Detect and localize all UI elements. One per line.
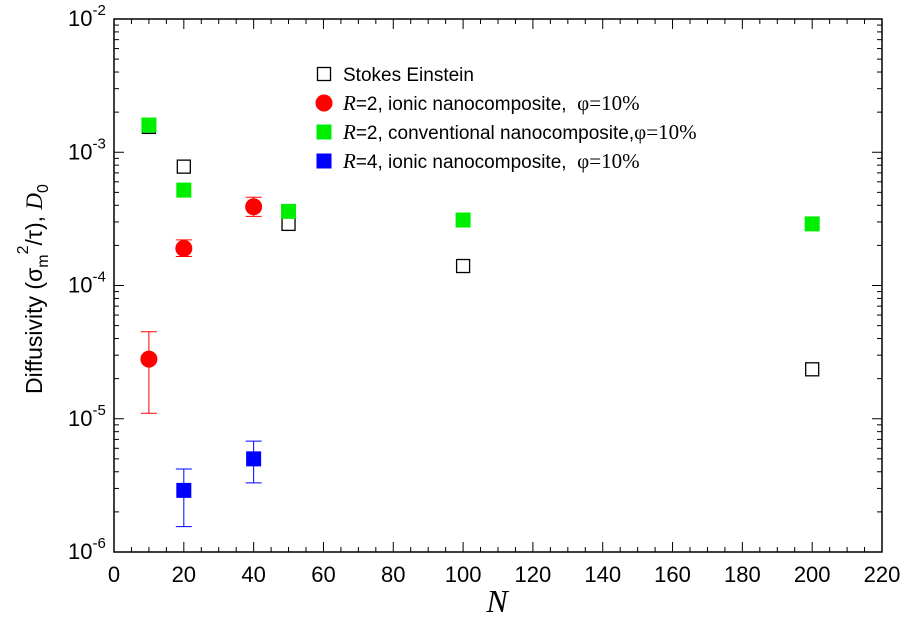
x-tick-label: 160 [654, 562, 691, 587]
point-r4-ionic [176, 482, 192, 498]
legend-marker-r2-conventional [316, 124, 332, 140]
y-axis-title-sub: m [35, 254, 52, 267]
legend-label-text: =4, ionic nanocomposite, [356, 152, 577, 173]
y-tick-label: 10-5 [68, 402, 106, 431]
point-stokes [281, 216, 296, 232]
point-r2-conventional [141, 117, 157, 133]
legend-item-r2-conventional: R=2, conventional nanocomposite,φ=10% [316, 120, 697, 144]
y-axis-title: Diffusivity (σm2/τ), D0 [15, 184, 52, 394]
legend-label-text: =2, ionic nanocomposite, [356, 94, 577, 115]
x-tick-label: 220 [864, 562, 901, 587]
y-tick-label-exponent: -4 [92, 269, 105, 286]
x-tick-label: 0 [108, 562, 120, 587]
point-r2-conventional [281, 203, 297, 219]
legend-label-phi: φ=10% [577, 91, 639, 115]
legend-marker-stokes [316, 66, 332, 82]
x-tick-label: 200 [794, 562, 831, 587]
legend-label-italic: R [342, 149, 356, 173]
x-tick-label: 40 [241, 562, 265, 587]
legend-marker-r4-ionic [316, 153, 332, 169]
x-tick-label: 140 [584, 562, 621, 587]
y-axis-title-prefix: Diffusivity (σ [21, 268, 47, 394]
tick-labels: 0 20 40 60 80 100 120 140 160 180 200 22010-610-510… [68, 2, 900, 587]
y-tick-label-base: 10 [68, 539, 92, 564]
x-tick-label: 20 [172, 562, 196, 587]
legend-label-phi: φ=10% [577, 149, 639, 173]
legend-label-italic: R [342, 91, 356, 115]
legend-marker-r2-ionic [315, 94, 333, 112]
legend-label-r2-conventional: R=2, conventional nanocomposite,φ=10% [342, 120, 697, 144]
point-r2-ionic [245, 198, 263, 216]
legend-label-stokes: Stokes Einstein [343, 65, 474, 86]
point-r2-conventional [176, 182, 192, 198]
point-stokes [805, 362, 820, 377]
x-tick-label: 80 [381, 562, 405, 587]
y-tick-label-exponent: -5 [92, 402, 105, 419]
x-tick-label: 180 [724, 562, 761, 587]
x-tick-label: 100 [445, 562, 482, 587]
y-tick-label: 10-4 [68, 269, 106, 298]
y-tick-label-base: 10 [68, 6, 92, 31]
x-tick-label: 120 [515, 562, 552, 587]
x-axis-title: N [485, 583, 509, 619]
y-axis-title-mid: /τ), [21, 210, 47, 246]
plot-frame [113, 18, 883, 553]
point-r4-ionic [246, 451, 262, 467]
legend-label-r2-ionic: R=2, ionic nanocomposite, φ=10% [342, 91, 640, 115]
y-tick-label-exponent: -2 [92, 2, 105, 19]
y-axis-title-symbol: D [22, 193, 47, 211]
legend-label-text: =2, conventional nanocomposite, [356, 123, 634, 144]
y-tick-label-base: 10 [68, 139, 92, 164]
y-tick-label-base: 10 [68, 406, 92, 431]
y-tick-label: 10-6 [68, 535, 106, 564]
y-axis-title-symbol-sub: 0 [35, 184, 52, 193]
x-tick-label: 60 [311, 562, 335, 587]
y-tick-label: 10-2 [68, 2, 106, 31]
y-tick-label-exponent: -6 [92, 535, 105, 552]
axis-ticks [113, 18, 883, 553]
point-r2-ionic [175, 239, 193, 257]
y-tick-label-exponent: -3 [92, 135, 105, 152]
data-points [140, 117, 820, 498]
legend-item-r2-ionic: R=2, ionic nanocomposite, φ=10% [315, 91, 640, 115]
point-r2-conventional [455, 212, 471, 228]
legend-label-phi: φ=10% [634, 120, 696, 144]
point-stokes [455, 258, 471, 274]
point-stokes [176, 159, 191, 174]
legend-label-italic: R [342, 120, 356, 144]
y-tick-label: 10-3 [68, 135, 106, 164]
y-tick-label-base: 10 [68, 273, 92, 298]
point-r2-conventional [804, 216, 820, 232]
point-r2-ionic [140, 350, 158, 368]
y-axis-title-sup: 2 [15, 245, 32, 254]
legend-item-stokes: Stokes Einstein [316, 65, 474, 86]
legend-label-r4-ionic: R=4, ionic nanocomposite, φ=10% [342, 149, 640, 173]
legend-item-r4-ionic: R=4, ionic nanocomposite, φ=10% [316, 149, 640, 173]
